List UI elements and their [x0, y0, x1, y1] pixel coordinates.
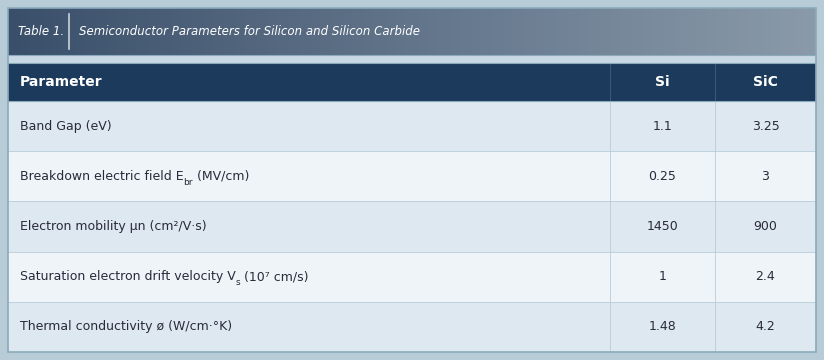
Text: Saturation electron drift velocity V: Saturation electron drift velocity V	[20, 270, 236, 283]
Bar	[8, 302, 816, 352]
Text: (10⁷ cm/s): (10⁷ cm/s)	[241, 270, 309, 283]
Text: 1.48: 1.48	[648, 320, 677, 333]
Text: Parameter: Parameter	[20, 75, 103, 89]
Text: 3.25: 3.25	[751, 120, 780, 132]
Bar	[8, 201, 816, 252]
Bar	[8, 63, 816, 101]
Text: Semiconductor Parameters for Silicon and Silicon Carbide: Semiconductor Parameters for Silicon and…	[78, 25, 419, 38]
Text: 0.25: 0.25	[648, 170, 677, 183]
Bar	[8, 252, 816, 302]
Bar	[8, 55, 816, 63]
Text: Band Gap (eV): Band Gap (eV)	[20, 120, 111, 132]
Text: 1450: 1450	[647, 220, 678, 233]
Text: Si: Si	[655, 75, 670, 89]
Text: Table 1.: Table 1.	[18, 25, 64, 38]
Bar	[8, 101, 816, 151]
Text: Electron mobility μn (cm²/V·s): Electron mobility μn (cm²/V·s)	[20, 220, 207, 233]
Text: 1: 1	[658, 270, 667, 283]
Text: (MV/cm): (MV/cm)	[193, 170, 250, 183]
Text: Thermal conductivity ø (W/cm·°K): Thermal conductivity ø (W/cm·°K)	[20, 320, 232, 333]
Text: s: s	[236, 278, 241, 287]
Text: Breakdown electric field E: Breakdown electric field E	[20, 170, 184, 183]
Bar	[8, 151, 816, 201]
Text: 900: 900	[754, 220, 777, 233]
Text: br: br	[184, 178, 193, 187]
Text: 1.1: 1.1	[653, 120, 672, 132]
Text: SiC: SiC	[753, 75, 778, 89]
Text: 3: 3	[761, 170, 770, 183]
Text: 4.2: 4.2	[756, 320, 775, 333]
Text: 2.4: 2.4	[756, 270, 775, 283]
